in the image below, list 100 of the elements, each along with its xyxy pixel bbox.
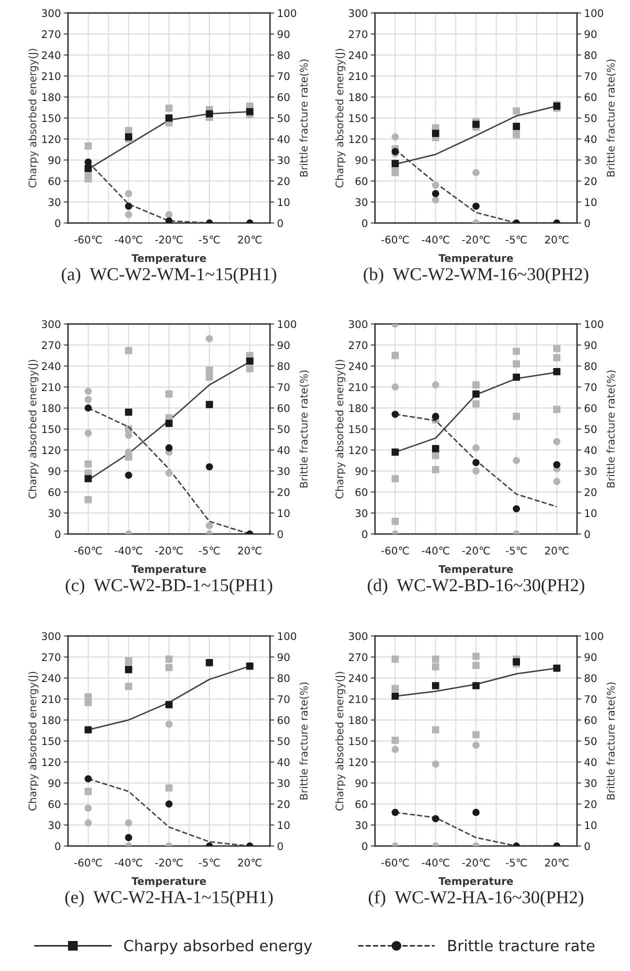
y2-tick-label: 20 — [278, 177, 290, 186]
x-tick-label: -40℃ — [114, 546, 142, 555]
y2-tick-label: 30 — [584, 156, 597, 164]
y2-tick-label: 30 — [278, 156, 290, 164]
y-tick-label: 60 — [356, 800, 368, 808]
x-axis-title: Temperature — [132, 565, 206, 575]
x-tick-label: -5℃ — [198, 546, 220, 555]
x-tick-label: -20℃ — [462, 858, 490, 867]
y-axis-title: Charpy absorbed energy(J) — [335, 360, 346, 498]
y2-tick-label: 70 — [278, 72, 290, 80]
y-tick-label: 120 — [42, 758, 60, 766]
y-tick-label: 180 — [349, 716, 368, 724]
y2-tick-label: 50 — [278, 114, 290, 122]
y2-tick-label: 0 — [584, 219, 590, 228]
text: (c) WC-W2-BD-1~15(PH1) — [66, 578, 272, 595]
y2-axis-title: Brittle fracture rate(%) — [606, 59, 616, 176]
y2-tick-label: 10 — [278, 821, 290, 830]
y2-tick-label: 50 — [584, 737, 597, 746]
y-tick-label: 150 — [349, 737, 368, 746]
y2-tick-label: 70 — [278, 695, 290, 704]
y2-tick-label: 90 — [278, 30, 290, 38]
y-tick-label: 300 — [348, 320, 368, 328]
y-tick-label: 90 — [48, 467, 60, 476]
text: (f) WC-W2-HA-16~30(PH2) — [368, 890, 584, 908]
y2-tick-label: 10 — [278, 509, 290, 518]
y2-axis-title: Brittle fracture rate(%) — [606, 370, 616, 488]
y2-tick-label: 70 — [584, 695, 597, 704]
y-tick-label: 30 — [48, 509, 60, 518]
x-tick-label: -60℃ — [74, 546, 102, 555]
y-axis-title: Charpy absorbed energy(J) — [335, 672, 346, 810]
y-tick-label: 270 — [42, 653, 60, 662]
x-tick-label: 20℃ — [238, 546, 262, 555]
x-tick-label: -40℃ — [422, 236, 450, 244]
y2-tick-label: 10 — [278, 198, 290, 206]
x-tick-label: 20℃ — [238, 236, 262, 244]
y2-tick-label: 80 — [278, 51, 290, 60]
y2-tick-label: 90 — [584, 341, 597, 350]
y-tick-label: 120 — [42, 446, 60, 454]
y2-tick-label: 10 — [585, 198, 597, 206]
x-axis-title: Temperature — [438, 877, 513, 887]
x-tick-label: -60℃ — [381, 546, 409, 555]
y-tick-label: 0 — [362, 842, 368, 850]
y-tick-label: 30 — [48, 198, 60, 206]
x-tick-label: -5℃ — [506, 546, 527, 555]
y-tick-label: 30 — [356, 821, 368, 830]
y2-tick-label: 60 — [584, 93, 597, 102]
y2-tick-label: 80 — [584, 362, 597, 370]
y-tick-label: 90 — [355, 467, 368, 476]
y-tick-label: 60 — [48, 177, 60, 186]
y-tick-label: 180 — [349, 93, 368, 102]
y-tick-label: 240 — [42, 362, 60, 370]
y2-tick-label: 0 — [278, 219, 283, 228]
y2-tick-label: 20 — [584, 488, 597, 496]
y-tick-label: 180 — [42, 404, 60, 412]
y2-tick-label: 40 — [584, 135, 597, 144]
y2-tick-label: 40 — [277, 758, 290, 766]
y2-tick-label: 60 — [278, 404, 290, 412]
y-tick-label: 240 — [42, 51, 60, 60]
y2-tick-label: 10 — [585, 509, 597, 518]
y2-tick-label: 30 — [584, 467, 597, 476]
y2-tick-label: 30 — [278, 779, 290, 788]
x-tick-label: -20℃ — [462, 546, 490, 555]
y2-tick-label: 20 — [278, 800, 290, 808]
y2-tick-label: 90 — [584, 653, 597, 662]
y-tick-label: 0 — [55, 842, 60, 850]
y2-tick-label: 60 — [278, 716, 290, 724]
y-tick-label: 210 — [348, 695, 368, 704]
y2-axis-title: Brittle fracture rate(%) — [300, 682, 309, 800]
y2-tick-label: 20 — [584, 800, 597, 808]
y-tick-label: 0 — [362, 530, 368, 538]
y-tick-label: 150 — [42, 425, 60, 434]
x-tick-label: -20℃ — [155, 546, 183, 555]
text: (e) WC-W2-HA-1~15(PH1) — [65, 890, 273, 907]
y-tick-label: 30 — [48, 821, 60, 830]
y-tick-label: 240 — [348, 51, 368, 60]
y-tick-label: 240 — [42, 674, 60, 682]
y-tick-label: 90 — [355, 156, 368, 164]
y2-tick-label: 0 — [278, 842, 283, 850]
text: (d) WC-W2-BD-16~30(PH2) — [368, 578, 584, 595]
y2-tick-label: 60 — [584, 716, 597, 724]
y2-tick-label: 100 — [585, 632, 604, 640]
y-tick-label: 30 — [356, 198, 368, 206]
y-axis-title: Charpy absorbed energy(J) — [28, 48, 38, 188]
y-tick-label: 60 — [48, 488, 60, 496]
y2-tick-label: 80 — [584, 674, 597, 682]
text: (a) WC-W2-WM-1~15(PH1) — [62, 268, 276, 284]
y-tick-label: 270 — [348, 30, 368, 38]
y-tick-label: 30 — [356, 509, 368, 518]
y2-tick-label: 50 — [584, 114, 597, 122]
y-tick-label: 210 — [348, 72, 368, 80]
y2-axis-title: Brittle fracture rate(%) — [300, 59, 309, 176]
legend-label: Charpy absorbed energy — [124, 940, 312, 954]
y-tick-label: 240 — [348, 674, 368, 682]
x-tick-label: -5℃ — [506, 858, 527, 867]
y-tick-label: 210 — [42, 72, 60, 80]
y2-tick-label: 70 — [584, 383, 597, 392]
y2-tick-label: 40 — [584, 446, 597, 454]
x-tick-label: -40℃ — [422, 858, 450, 867]
y-tick-label: 180 — [42, 716, 60, 724]
y2-tick-label: 80 — [584, 51, 597, 60]
